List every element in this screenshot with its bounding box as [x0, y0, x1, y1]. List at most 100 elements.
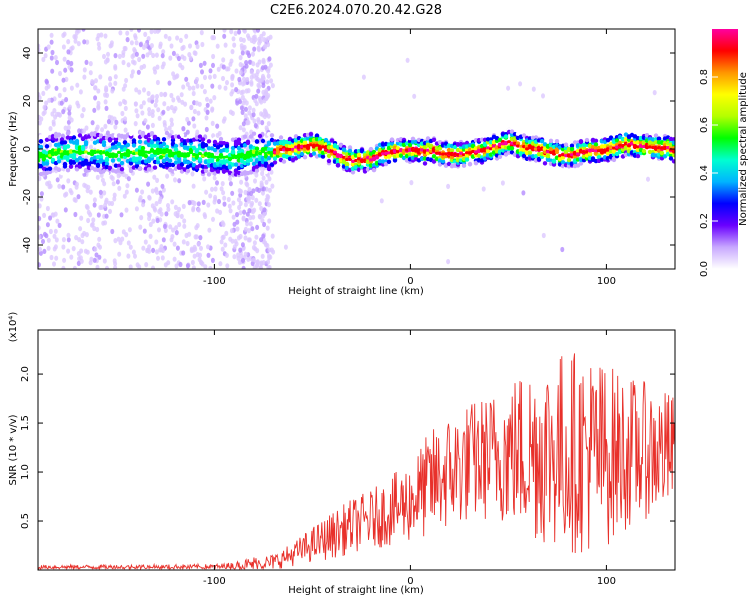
spectrogram-marks — [38, 29, 675, 269]
noise-cell — [167, 125, 172, 131]
noise-cell — [129, 29, 134, 32]
noise-cell — [44, 233, 49, 239]
noise-cell — [155, 64, 160, 70]
ridge-core-cell — [375, 155, 379, 159]
ridge-cell — [440, 159, 446, 164]
noise-cell — [222, 29, 227, 33]
noise-cell — [48, 215, 53, 221]
noise-cell — [192, 108, 197, 115]
noise-cell — [251, 107, 256, 113]
noise-cell — [220, 246, 225, 252]
noise-cell — [236, 197, 241, 203]
noise-cell — [151, 247, 156, 253]
noise-cell — [211, 62, 215, 68]
noise-cell — [108, 208, 112, 214]
noise-cell — [114, 119, 119, 125]
noise-cell — [57, 183, 62, 189]
noise-cell — [541, 232, 546, 239]
noise-cell — [157, 227, 161, 233]
noise-cell — [247, 208, 252, 214]
ridge-cell — [119, 167, 125, 172]
snr-y-multiplier: (x10⁴) — [8, 312, 19, 343]
ridge-cell — [209, 158, 215, 164]
noise-cell — [145, 124, 150, 130]
noise-cell — [104, 213, 109, 219]
noise-cell — [246, 256, 251, 262]
ridge-cell — [71, 160, 77, 165]
noise-cell — [38, 114, 41, 120]
ridge-cell — [83, 158, 89, 163]
ridge-core-cell — [228, 156, 232, 161]
noise-cell — [254, 75, 259, 81]
noise-cell — [80, 232, 85, 239]
noise-cell — [45, 222, 50, 228]
ridge-cell — [98, 154, 104, 160]
ridge-cell — [389, 141, 395, 146]
noise-cell — [228, 61, 233, 67]
ridge-cell — [104, 156, 110, 161]
ridge-cell — [551, 159, 557, 164]
ridge-cell — [509, 129, 515, 134]
ridge-cell — [392, 158, 398, 163]
ridge-cell — [215, 169, 221, 174]
noise-cell — [177, 178, 182, 184]
noise-cell — [246, 237, 251, 243]
ridge-core-cell — [198, 151, 202, 156]
noise-cell — [170, 199, 175, 205]
noise-cell — [150, 188, 155, 194]
noise-cell — [256, 29, 260, 33]
noise-cell — [38, 203, 42, 209]
noise-cell — [261, 73, 265, 79]
noise-cell — [225, 263, 230, 269]
noise-cell — [191, 85, 196, 91]
ridge-cell — [68, 164, 74, 169]
ridge-core-cell — [570, 153, 574, 157]
noise-cell — [170, 121, 174, 127]
noise-cell — [241, 127, 246, 133]
ridge-core-cell — [132, 152, 136, 156]
noise-cell — [249, 190, 254, 197]
noise-cell — [208, 265, 213, 269]
noise-cell — [106, 51, 110, 57]
noise-cell — [105, 265, 109, 269]
spectrogram-y-axis: -40 -20 0 20 40 — [22, 47, 675, 253]
noise-cell — [269, 169, 274, 175]
noise-cell — [112, 196, 117, 202]
noise-cell — [242, 209, 247, 215]
colorbar-label: Normalized spectral amplitude — [738, 72, 749, 226]
noise-cell — [261, 186, 266, 192]
noise-cell — [85, 39, 90, 45]
ridge-cell — [260, 138, 266, 144]
noise-cell — [238, 233, 243, 240]
ridge-cell — [326, 158, 332, 164]
noise-cell — [226, 196, 231, 203]
noise-cell — [57, 222, 62, 228]
noise-cell — [67, 110, 72, 116]
noise-cell — [160, 53, 165, 59]
noise-cell — [238, 55, 243, 61]
noise-cell — [147, 107, 152, 113]
ridge-cell — [326, 153, 332, 158]
noise-cell — [224, 252, 229, 258]
noise-cell — [180, 65, 185, 71]
noise-cell — [155, 177, 160, 183]
ridge-cell — [164, 144, 170, 150]
noise-cell — [230, 49, 235, 55]
ridge-cell — [431, 159, 437, 164]
noise-cell — [62, 257, 67, 263]
noise-cell — [200, 41, 205, 48]
noise-cell — [109, 174, 114, 180]
noise-cell — [178, 37, 183, 44]
noise-cell — [38, 43, 41, 49]
noise-cell — [252, 29, 257, 33]
noise-cell — [143, 31, 148, 37]
ridge-cell — [347, 148, 353, 154]
noise-cell — [243, 202, 248, 208]
noise-cell — [152, 66, 157, 72]
noise-cell — [230, 73, 235, 79]
ridge-core-cell — [108, 152, 112, 156]
noise-cell — [147, 194, 152, 200]
noise-cell — [77, 128, 82, 134]
ridge-core-cell — [627, 144, 631, 148]
ridge-cell — [107, 165, 113, 170]
